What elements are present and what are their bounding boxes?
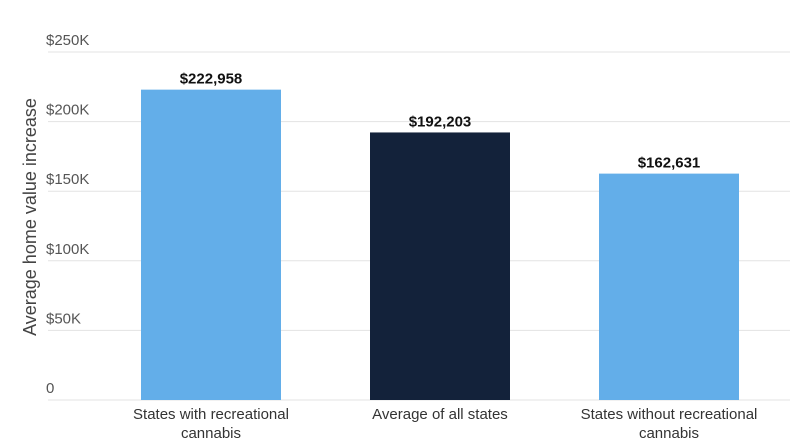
bar-value-label: $162,631: [638, 155, 701, 172]
y-axis-label: Average home value increase: [20, 98, 40, 336]
y-tick-label: $150K: [46, 171, 89, 188]
x-axis-ticks: States with recreational cannabis Average …: [133, 406, 757, 442]
x-tick-label: States with recreational: [133, 406, 289, 423]
y-tick-label: $100K: [46, 241, 89, 258]
x-tick-label: Average of all states: [372, 406, 508, 423]
bar: [599, 173, 739, 400]
bars: [141, 89, 739, 401]
bar: [141, 89, 281, 401]
bar-value-label: $222,958: [180, 71, 243, 88]
bar: [370, 132, 510, 400]
y-tick-label: 0: [46, 380, 54, 397]
data-labels: $222,958 $192,203 $162,631: [180, 71, 701, 172]
y-tick-label: $50K: [46, 310, 81, 327]
y-tick-label: $200K: [46, 102, 89, 119]
x-tick-label: cannabis: [639, 425, 699, 442]
x-tick-label: States without recreational: [581, 406, 758, 423]
y-axis-ticks: 0 $50K $100K $150K $200K $250K: [46, 32, 89, 397]
y-tick-label: $250K: [46, 32, 89, 49]
bar-value-label: $192,203: [409, 113, 472, 130]
x-tick-label: cannabis: [181, 425, 241, 442]
